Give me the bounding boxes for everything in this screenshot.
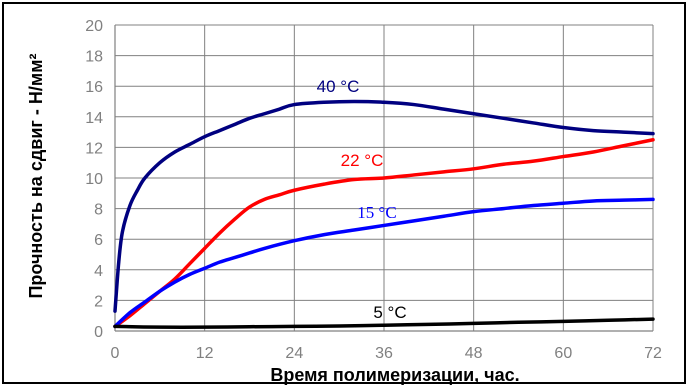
x-tick-label: 60 xyxy=(554,345,572,362)
y-tick-label: 6 xyxy=(94,232,103,249)
y-tick-label: 2 xyxy=(94,293,103,310)
y-tick-label: 20 xyxy=(85,18,103,35)
x-tick-label: 36 xyxy=(375,345,393,362)
series-line-1 xyxy=(113,138,655,329)
x-tick-label: 24 xyxy=(285,345,303,362)
series-label-0: 40 °C xyxy=(317,77,360,96)
y-axis-title: Прочность на сдвиг - Н/мм² xyxy=(26,53,46,298)
series-label-3: 5 °C xyxy=(373,303,406,322)
y-tick-label: 14 xyxy=(85,110,103,127)
y-tick-label: 8 xyxy=(94,202,103,219)
y-tick-label: 4 xyxy=(94,263,103,280)
series-label-2: 15 °C xyxy=(357,203,396,222)
x-tick-label: 48 xyxy=(465,345,483,362)
y-tick-label: 18 xyxy=(85,49,103,66)
x-tick-label: 72 xyxy=(644,345,662,362)
y-tick-label: 0 xyxy=(94,324,103,341)
series-lines xyxy=(113,99,655,330)
series-line-2 xyxy=(113,197,655,329)
y-tick-label: 16 xyxy=(85,79,103,96)
axes xyxy=(114,25,653,332)
y-tick-label: 10 xyxy=(85,171,103,188)
x-axis-title: Время полимеризации, час. xyxy=(270,365,519,385)
x-tick-label: 0 xyxy=(111,345,120,362)
x-tick-label: 12 xyxy=(196,345,214,362)
series-labels: 40 °C 22 °C 15 °C 5 °C xyxy=(317,77,407,322)
series-line-0 xyxy=(113,99,655,313)
y-tick-label: 12 xyxy=(85,140,103,157)
series-label-1: 22 °C xyxy=(341,151,384,170)
series-line-3 xyxy=(113,317,655,330)
